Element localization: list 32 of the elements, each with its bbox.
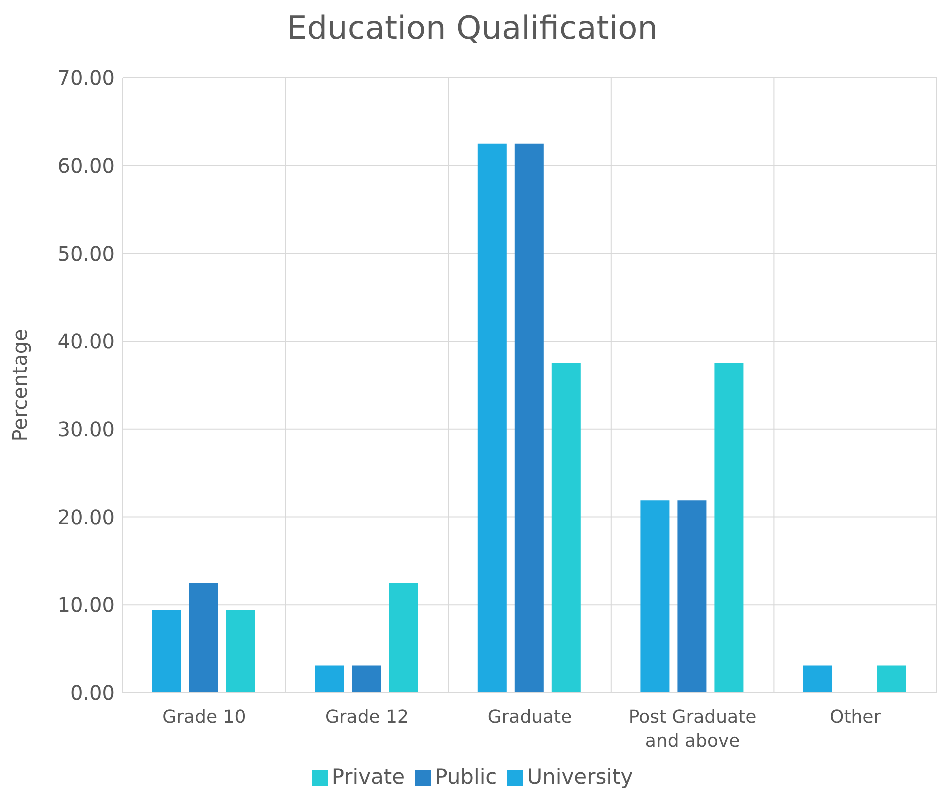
bar	[514, 144, 544, 693]
y-tick-label: 70.00	[58, 66, 115, 90]
legend-label: University	[527, 765, 634, 789]
x-tick-label: Graduate	[488, 707, 572, 728]
chart-title: Education Qualification	[286, 8, 659, 49]
x-tick-label: Other	[830, 707, 882, 728]
bar	[714, 364, 744, 693]
bar	[478, 144, 507, 693]
bar	[189, 583, 218, 693]
bar	[878, 666, 907, 693]
bar	[552, 364, 581, 693]
bar	[804, 666, 833, 693]
y-tick-label: 60.00	[58, 154, 115, 178]
x-tick-label: Grade 10	[162, 707, 246, 728]
x-tick-label: Post Graduate and above	[628, 707, 757, 752]
bar	[315, 666, 344, 693]
bar	[152, 610, 182, 693]
y-tick-label: 10.00	[58, 593, 115, 618]
legend-label: Private	[332, 765, 406, 789]
y-tick-label: 0.00	[70, 681, 115, 706]
y-axis-title: Percentage	[8, 329, 32, 442]
y-tick-label: 30.00	[58, 418, 115, 442]
x-tick-label: Grade 12	[325, 707, 409, 728]
y-tick-label: 50.00	[58, 242, 115, 266]
bar	[678, 500, 707, 693]
legend-label: Public	[435, 765, 498, 789]
bar	[352, 666, 382, 693]
bar	[389, 583, 418, 693]
bar	[640, 500, 670, 693]
y-tick-label: 20.00	[58, 505, 115, 530]
bar	[226, 610, 256, 693]
y-tick-label: 40.00	[58, 330, 115, 354]
